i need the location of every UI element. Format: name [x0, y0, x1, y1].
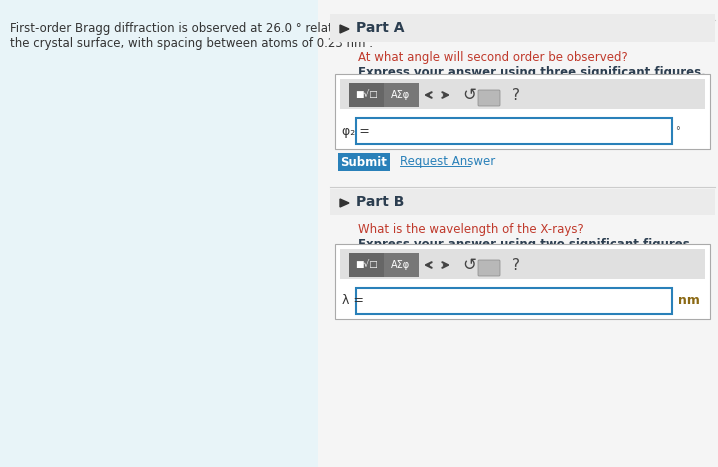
Polygon shape: [340, 25, 349, 33]
FancyBboxPatch shape: [384, 83, 419, 107]
FancyBboxPatch shape: [318, 0, 718, 467]
FancyBboxPatch shape: [349, 83, 384, 107]
Text: Part B: Part B: [356, 195, 404, 209]
Text: the crystal surface, with spacing between atoms of 0.23 nm .: the crystal surface, with spacing betwee…: [10, 37, 373, 50]
Text: ■√□: ■√□: [355, 91, 378, 99]
FancyBboxPatch shape: [349, 253, 384, 277]
Text: At what angle will second order be observed?: At what angle will second order be obser…: [358, 51, 628, 64]
Text: Submit: Submit: [340, 156, 388, 169]
FancyBboxPatch shape: [478, 90, 500, 106]
Text: nm: nm: [678, 295, 700, 307]
Text: AΣφ: AΣφ: [391, 90, 411, 100]
FancyBboxPatch shape: [478, 260, 500, 276]
Text: What is the wavelength of the X-rays?: What is the wavelength of the X-rays?: [358, 223, 584, 236]
FancyBboxPatch shape: [330, 189, 715, 215]
Text: ?: ?: [512, 257, 520, 273]
Text: Request Answer: Request Answer: [400, 156, 495, 169]
FancyBboxPatch shape: [335, 244, 710, 319]
FancyBboxPatch shape: [356, 118, 672, 144]
FancyBboxPatch shape: [356, 288, 672, 314]
FancyBboxPatch shape: [338, 153, 390, 171]
Text: Express your answer using two significant figures.: Express your answer using two significan…: [358, 238, 694, 251]
Text: Part A: Part A: [356, 21, 404, 35]
Text: ■√□: ■√□: [355, 261, 378, 269]
FancyBboxPatch shape: [340, 79, 705, 109]
Polygon shape: [340, 199, 349, 207]
Text: First-order Bragg diffraction is observed at 26.0 ° relative to: First-order Bragg diffraction is observe…: [10, 22, 366, 35]
Text: λ =: λ =: [342, 295, 364, 307]
Text: Express your answer using three significant figures.: Express your answer using three signific…: [358, 66, 706, 79]
FancyBboxPatch shape: [384, 253, 419, 277]
FancyBboxPatch shape: [0, 0, 318, 467]
FancyBboxPatch shape: [330, 14, 715, 42]
Text: ↺: ↺: [462, 256, 476, 274]
FancyBboxPatch shape: [335, 74, 710, 149]
Text: ?: ?: [512, 87, 520, 102]
Text: AΣφ: AΣφ: [391, 260, 411, 270]
FancyBboxPatch shape: [340, 249, 705, 279]
Text: °: °: [675, 126, 680, 136]
Text: ↺: ↺: [462, 86, 476, 104]
Text: φ₂ =: φ₂ =: [342, 125, 370, 137]
